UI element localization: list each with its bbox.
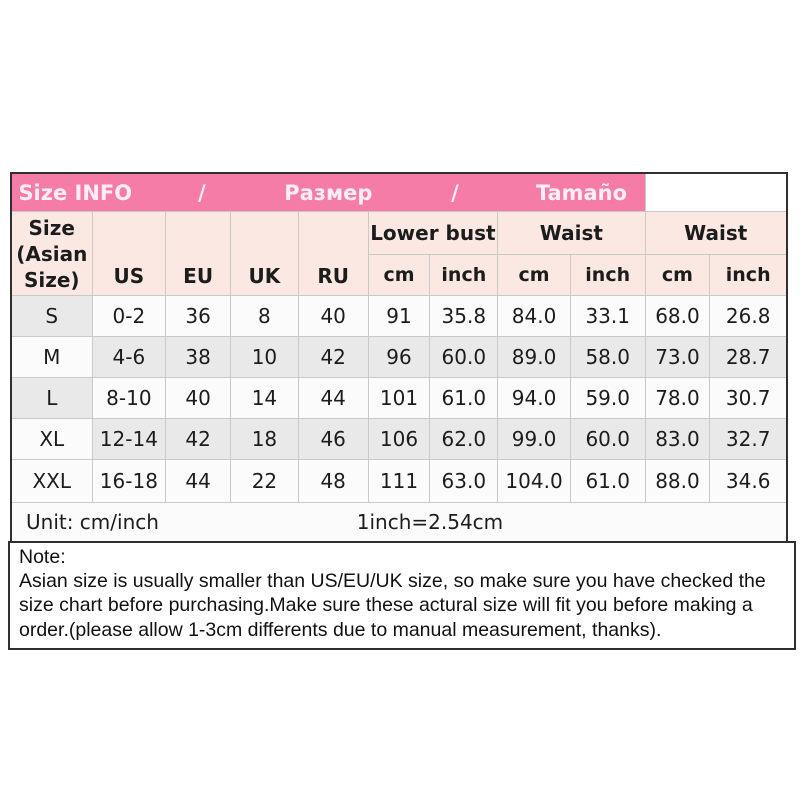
table-cell: 38	[166, 337, 231, 377]
header-cm: cm	[498, 255, 570, 295]
table-cell: 44	[166, 460, 231, 502]
unit-label: Unit: cm/inch	[26, 510, 159, 534]
table-cell: 83.0	[645, 419, 710, 459]
header-waist: Waist	[498, 212, 645, 254]
table-cell: 8	[231, 296, 298, 336]
table-cell: 99.0	[498, 419, 570, 459]
title-banner: Size INFO / Размер / Tamaño	[12, 174, 786, 211]
note-box: Note: Asian size is usually smaller than…	[8, 541, 796, 650]
table-cell: 61.0	[570, 460, 645, 502]
header-lower-bust: Lower bust	[368, 212, 498, 254]
header-inch: inch	[710, 255, 786, 295]
table-cell: 16-18	[92, 460, 166, 502]
table-cell: 14	[231, 378, 298, 418]
table-cell: 8-10	[92, 378, 166, 418]
table-cell: 0-2	[92, 296, 166, 336]
table-cell: 35.8	[430, 296, 498, 336]
table-cell: 33.1	[570, 296, 645, 336]
table-cell: 48	[298, 460, 368, 502]
table-cell: 91	[368, 296, 430, 336]
table-cell: 101	[368, 378, 430, 418]
header-eu: EU	[166, 212, 231, 295]
table-cell: 111	[368, 460, 430, 502]
table-cell: 63.0	[430, 460, 498, 502]
table-cell: 12-14	[92, 419, 166, 459]
table-header: Size (Asian Size) US EU UK RU Lower bust…	[12, 212, 786, 295]
table-cell: 40	[166, 378, 231, 418]
table-cell: 89.0	[498, 337, 570, 377]
title-banner-pink: Size INFO / Размер / Tamaño	[12, 174, 645, 211]
header-asian-size: Size (Asian Size)	[12, 212, 92, 295]
table-row-xl: XL 12-14 42 18 46 106 62.0 99.0 60.0 83.…	[12, 419, 786, 459]
table-cell: 106	[368, 419, 430, 459]
table-cell: 60.0	[430, 337, 498, 377]
banner-size-info: Size INFO	[18, 180, 133, 205]
table-cell: 61.0	[430, 378, 498, 418]
header-inch: inch	[430, 255, 498, 295]
table-cell: 96	[368, 337, 430, 377]
unit-row: Unit: cm/inch 1inch=2.54cm	[12, 503, 786, 541]
table-cell: 32.7	[710, 419, 786, 459]
table-cell: 94.0	[498, 378, 570, 418]
banner-slash: /	[451, 180, 459, 205]
header-uk: UK	[231, 212, 298, 295]
table-cell: 4-6	[92, 337, 166, 377]
table-row-m: M 4-6 38 10 42 96 60.0 89.0 58.0 73.0 28…	[12, 337, 786, 377]
note-body: Asian size is usually smaller than US/EU…	[19, 570, 766, 641]
banner-slash: /	[197, 180, 206, 205]
note-title: Note:	[19, 546, 66, 568]
table-cell: 78.0	[645, 378, 710, 418]
table-cell: 36	[166, 296, 231, 336]
table-cell: 26.8	[710, 296, 786, 336]
table-cell: 84.0	[498, 296, 570, 336]
table-cell: 10	[231, 337, 298, 377]
table-cell: 58.0	[570, 337, 645, 377]
table-cell: 46	[298, 419, 368, 459]
table-cell: 59.0	[570, 378, 645, 418]
conversion-label: 1inch=2.54cm	[356, 510, 504, 534]
table-row-l: L 8-10 40 14 44 101 61.0 94.0 59.0 78.0 …	[12, 378, 786, 418]
size-cell: S	[12, 296, 92, 336]
table-cell: 73.0	[645, 337, 710, 377]
table-cell: 40	[298, 296, 368, 336]
table-cell: 44	[298, 378, 368, 418]
table-cell: 34.6	[710, 460, 786, 502]
size-table: Size INFO / Размер / Tamaño Size (Asian …	[10, 172, 788, 543]
title-banner-blank	[645, 174, 786, 211]
banner-tamano: Tamaño	[535, 180, 628, 205]
header-cm: cm	[645, 255, 710, 295]
size-cell: XL	[12, 419, 92, 459]
table-cell: 42	[166, 419, 231, 459]
table-row-xxl: XXL 16-18 44 22 48 111 63.0 104.0 61.0 8…	[12, 460, 786, 502]
table-cell: 88.0	[645, 460, 710, 502]
table-cell: 28.7	[710, 337, 786, 377]
table-cell: 60.0	[570, 419, 645, 459]
header-ru: RU	[298, 212, 368, 295]
table-cell: 62.0	[430, 419, 498, 459]
table-cell: 18	[231, 419, 298, 459]
size-cell: M	[12, 337, 92, 377]
table-cell: 42	[298, 337, 368, 377]
table-cell: 68.0	[645, 296, 710, 336]
header-us: US	[92, 212, 166, 295]
table-row-s: S 0-2 36 8 40 91 35.8 84.0 33.1 68.0 26.…	[12, 296, 786, 336]
header-waist-2: Waist	[645, 212, 786, 254]
header-inch: inch	[570, 255, 645, 295]
size-cell: XXL	[12, 460, 92, 502]
table-cell: 30.7	[710, 378, 786, 418]
table-cell: 104.0	[498, 460, 570, 502]
header-cm: cm	[368, 255, 430, 295]
table-cell: 22	[231, 460, 298, 502]
banner-razmer: Размер	[284, 180, 373, 205]
size-cell: L	[12, 378, 92, 418]
